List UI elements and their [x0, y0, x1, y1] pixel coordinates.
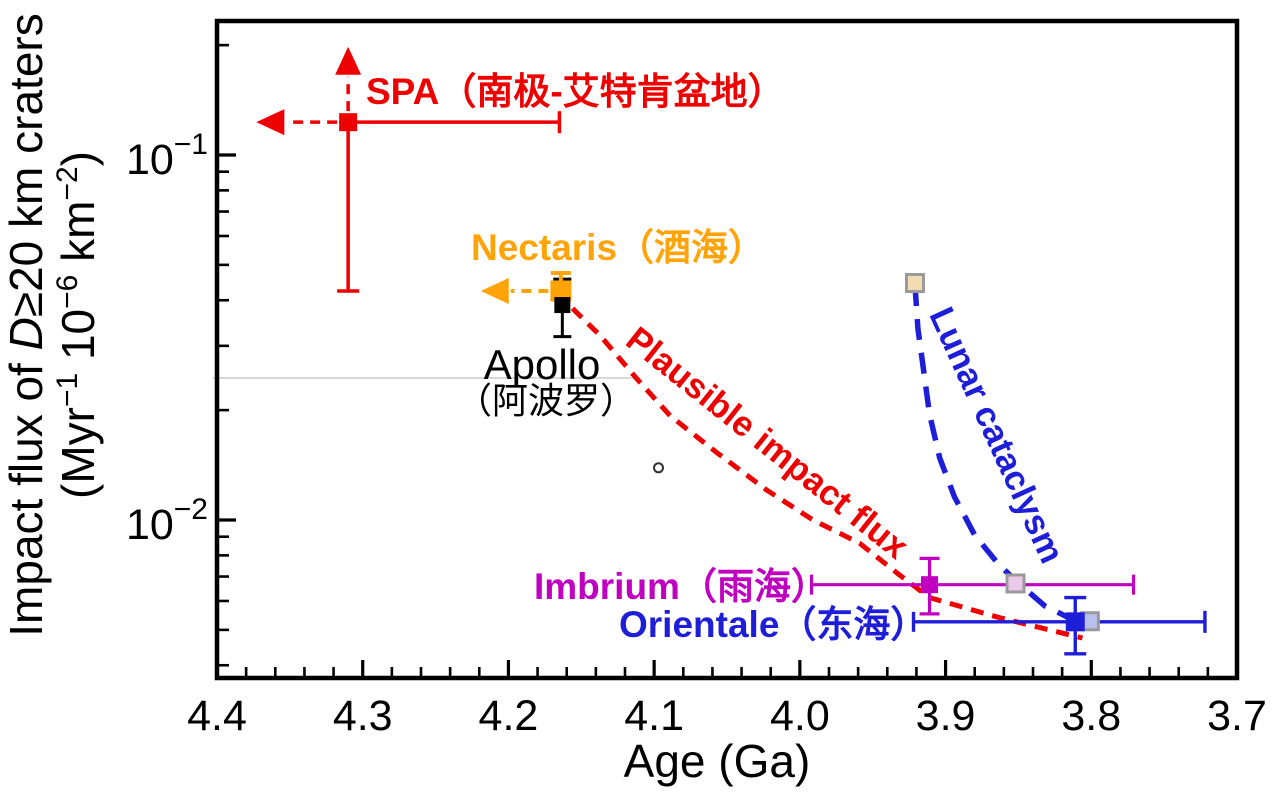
x-axis-title: Age (Ga) [624, 735, 811, 787]
x-tick-label: 4.1 [624, 692, 684, 740]
stray-circle-mark [653, 462, 665, 474]
plot-border [214, 18, 1240, 681]
lunar-cataclysm-label: Lunar cataclysm [921, 301, 1071, 569]
axis-text: 4.4 4.3 4.2 4.1 4.0 3.9 3.8 3.7 10−1 10−2 Impact f… [0, 13, 1267, 740]
x-tick-label: 3.8 [1061, 692, 1121, 740]
spa-label: SPA（南极-艾特肯盆地） [366, 71, 785, 112]
nectaris-left-arrowhead [480, 278, 509, 305]
imbrium-cataclysm-age-marker [1005, 573, 1026, 594]
orientale-label: Orientale（东海） [619, 604, 927, 645]
y-axis-title-line2: (Myr−1 10−6 km−2) [51, 151, 104, 499]
spa-marker [339, 113, 358, 132]
spa-left-arrowhead [256, 109, 285, 136]
plausible-impact-flux-curve [570, 306, 1084, 641]
imbrium-marker [921, 576, 939, 594]
orientale-marker [1065, 612, 1085, 632]
x-tick-label: 4.4 [187, 692, 247, 740]
x-tick-label: 3.9 [916, 692, 976, 740]
nectaris-cataclysm-age-marker [904, 272, 925, 293]
spa-up-arrowhead [335, 46, 362, 75]
apollo-label-en: Apollo [484, 341, 601, 388]
plausible-impact-flux-label: Plausible impact flux [619, 319, 916, 567]
y-tick-label: 10−2 [126, 493, 208, 549]
x-tick-label: 4.3 [333, 692, 393, 740]
chart-geometry [212, 18, 1240, 681]
x-tick-label: 4.2 [479, 692, 539, 740]
lunar-cataclysm-curve [912, 284, 1077, 624]
x-tick-label: 3.7 [1207, 692, 1267, 740]
nectaris-label: Nectaris（酒海） [471, 227, 765, 268]
x-tick-label: 4.0 [770, 692, 830, 740]
imbrium-label: Imbrium（雨海） [534, 566, 828, 607]
nectaris-marker [550, 280, 572, 302]
apollo-label-zh: （阿波罗） [456, 380, 636, 421]
y-axis-title-line1: Impact flux of D≥20 km craters [0, 13, 52, 636]
apollo-marker [554, 297, 571, 314]
y-tick-label: 10−1 [126, 128, 208, 184]
